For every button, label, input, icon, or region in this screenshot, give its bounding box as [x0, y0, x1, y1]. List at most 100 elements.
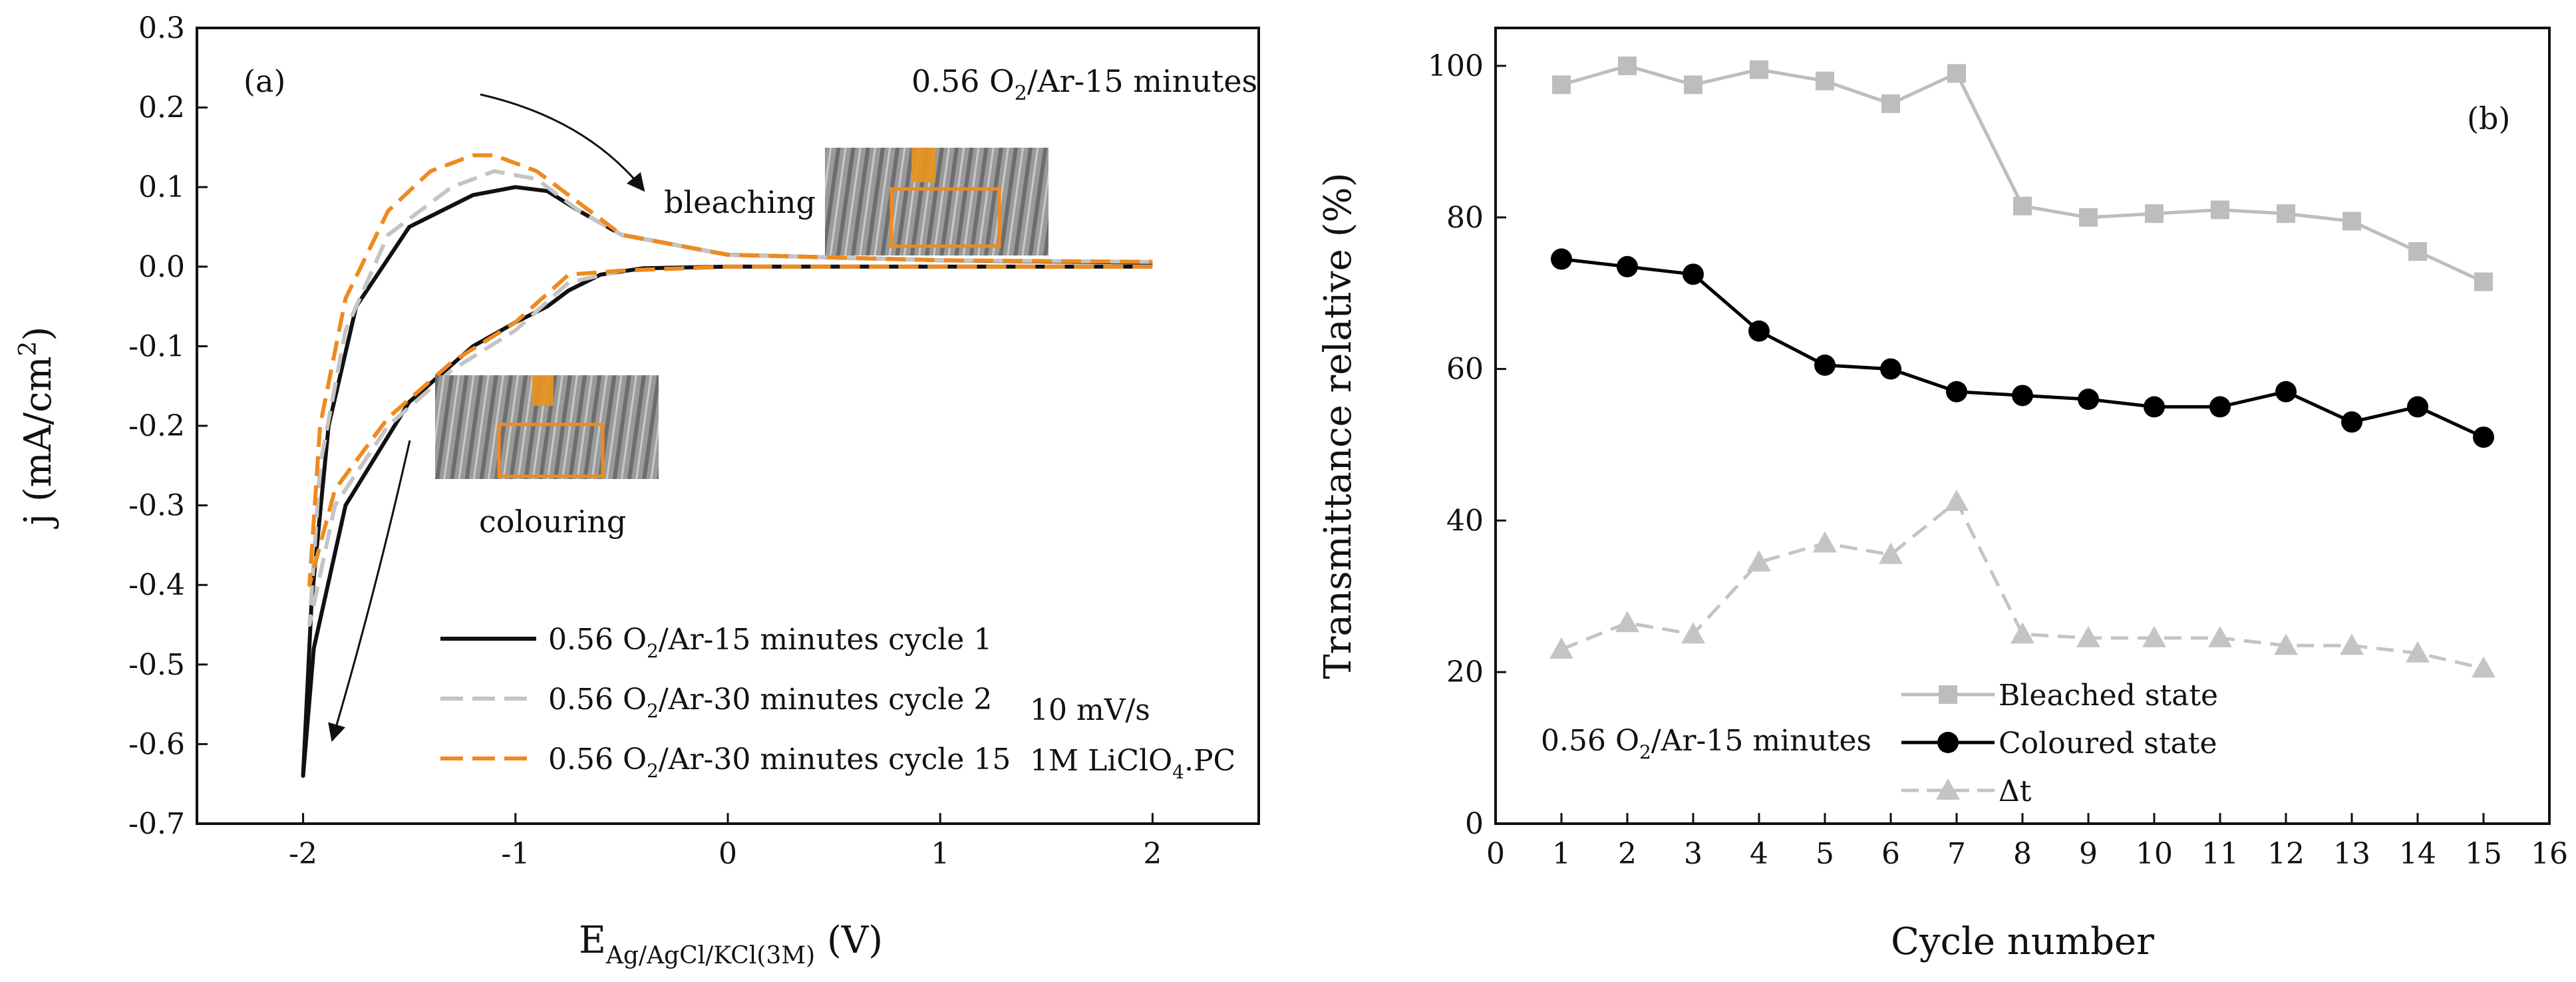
bleaching-direction-arrow	[480, 93, 645, 192]
bleaching-photo-inset	[825, 148, 1048, 255]
panel-b-triangle-point	[2340, 633, 2364, 655]
panel-a-condition-label: 0.56 O2/Ar-15 minutes	[911, 63, 1257, 105]
panel-a-chart: -2 -1 0 1 2 -0.7 -0.6 -0.5 -0.4 -0.3 -0.2 -0.1 0.0 0.…	[15, 11, 1260, 969]
panel-a-y-tick-label: -0.7	[128, 807, 185, 841]
panel-b-circle-point	[1683, 263, 1704, 285]
panel-b-square-point	[2342, 212, 2361, 231]
panel-b-triangle-point	[2406, 641, 2430, 663]
svg-text:Coloured state: Coloured state	[1999, 727, 2217, 760]
panel-a-y-tick-label: 0.1	[138, 170, 185, 204]
panel-b-square-point	[1816, 71, 1834, 90]
panel-a-y-tick-label: -0.2	[128, 409, 185, 443]
panel-b-x-tick-label: 9	[2079, 837, 2098, 871]
panel-b-triangle-point	[2142, 625, 2166, 647]
bleaching-label: bleaching	[664, 184, 816, 220]
panel-b-y-axis-label: Transmittance relative (%)	[1317, 172, 1360, 679]
panel-b-x-tick-label: 11	[2201, 837, 2239, 871]
legend-entry-bleached: Bleached state	[1901, 679, 2218, 713]
panel-b-x-tick-label: 1	[1552, 837, 1571, 871]
panel-b-circle-point	[2473, 426, 2494, 448]
panel-a-series-3-line	[307, 153, 1153, 587]
panel-b-x-tick-label: 12	[2267, 837, 2305, 871]
panel-b-circle-point	[1946, 381, 1967, 403]
panel-b-square-point	[1618, 56, 1637, 75]
panel-a-y-tick-label: -0.4	[128, 568, 185, 602]
svg-text:0.56 O2/Ar-15 minutes cycle 1: 0.56 O2/Ar-15 minutes cycle 1	[548, 623, 992, 662]
legend-entry-cycle-2: 0.56 O2/Ar-30 minutes cycle 2	[440, 683, 992, 722]
panel-b-plot-frame	[1494, 27, 2551, 825]
panel-b-x-tick-label: 7	[1947, 837, 1966, 871]
panel-b-circle-point	[2209, 396, 2231, 418]
panel-b-square-point	[2013, 196, 2032, 216]
panel-b-circle-point	[1814, 354, 1836, 376]
legend-entry-delta-t: Δt	[1901, 774, 2032, 808]
panel-a-x-tick-label: 0	[719, 837, 737, 871]
panel-a-tick-labels: -2 -1 0 1 2 -0.7 -0.6 -0.5 -0.4 -0.3 -0.2 -0.1 0.0 0.…	[128, 11, 1162, 871]
panel-b-x-tick-label: 10	[2136, 837, 2173, 871]
panel-b-condition-label: 0.56 O2/Ar-15 minutes	[1541, 724, 1871, 763]
panel-b-circle-point	[2341, 411, 2362, 433]
colouring-direction-arrow	[328, 440, 411, 742]
svg-text:Δt: Δt	[1999, 774, 2032, 808]
panel-b-triangle-point	[2076, 625, 2100, 647]
panel-a-plot-frame	[196, 27, 1260, 825]
panel-b-triangle-series-line	[1561, 499, 2484, 670]
panel-b-circle-point	[2144, 396, 2165, 418]
svg-text:0.56 O2/Ar-30 minutes cycle 2: 0.56 O2/Ar-30 minutes cycle 2	[548, 683, 992, 722]
panel-b-circle-series-line	[1561, 257, 2485, 439]
panel-b-circle-point	[1551, 248, 1572, 270]
panel-b-circle-point	[2275, 381, 2297, 403]
panel-a-x-axis-label: EAg/AgCl/KCl(3M) (V)	[579, 919, 883, 969]
panel-a-y-tick-label: 0.0	[138, 250, 185, 284]
panel-b-y-tick-label: 60	[1446, 353, 1484, 387]
panel-b-x-tick-label: 13	[2333, 837, 2370, 871]
panel-b-x-tick-label: 4	[1750, 837, 1768, 871]
panel-b-circle-point	[1617, 255, 1638, 277]
panel-b-triangle-point	[2472, 656, 2496, 678]
panel-b-y-tick-label: 0	[1465, 807, 1484, 841]
panel-a-x-tick-label: 1	[931, 837, 949, 871]
panel-b-circle-point	[1880, 358, 1901, 380]
panel-a-y-tick-label: -0.6	[128, 727, 185, 761]
panel-b-circle-point	[1748, 320, 1770, 342]
legend-entry-coloured: Coloured state	[1901, 727, 2217, 760]
panel-b-x-tick-label: 6	[1881, 837, 1900, 871]
panel-b-circle-point	[2407, 396, 2428, 418]
electrolyte-label: 1M LiClO4.PC	[1030, 744, 1235, 783]
panel-b-square-point	[2211, 200, 2229, 220]
panel-b-legend: Bleached state Coloured state Δt	[1901, 679, 2218, 808]
panel-b-square-point	[1552, 75, 1571, 94]
panel-b-square-point	[2474, 272, 2493, 291]
panel-b-x-tick-label: 0	[1486, 837, 1505, 871]
panel-b-square-series-line	[1561, 64, 2485, 283]
panel-a-y-tick-label: 0.3	[138, 11, 185, 45]
panel-a-y-tick-label: -0.3	[128, 489, 185, 523]
panel-a-y-tick-label: 0.2	[138, 91, 185, 125]
panel-b-square-point	[1881, 94, 1900, 113]
panel-b-circle-point	[2078, 389, 2099, 410]
panel-b-x-tick-label: 8	[2013, 837, 2032, 871]
panel-b-square-point	[2145, 204, 2164, 224]
panel-b-square-point	[1947, 64, 1966, 83]
panel-b-triangle-point	[2011, 622, 2034, 644]
panel-b-square-point	[1750, 60, 1768, 79]
panel-b-square-point	[2277, 204, 2295, 224]
panel-a-series	[301, 153, 1153, 778]
panel-a-x-tick-label: -2	[289, 837, 317, 871]
panel-b-x-tick-label: 3	[1684, 837, 1702, 871]
colouring-label: colouring	[479, 504, 626, 540]
panel-a-x-tick-label: 2	[1143, 837, 1162, 871]
panel-b-triangle-point	[1681, 622, 1705, 644]
panel-b-circle-point	[2012, 385, 2033, 407]
colouring-photo-inset	[435, 375, 659, 479]
legend-entry-cycle-15: 0.56 O2/Ar-30 minutes cycle 15	[440, 742, 1011, 782]
panel-a-y-tick-label: -0.1	[128, 329, 185, 363]
legend-entry-cycle-1: 0.56 O2/Ar-15 minutes cycle 1	[440, 623, 992, 662]
panel-a-label: (a)	[243, 63, 285, 99]
panel-b-triangle-point	[1747, 550, 1771, 572]
panel-b-label: (b)	[2467, 100, 2510, 136]
svg-text:Bleached state: Bleached state	[1999, 679, 2218, 713]
panel-b-square-point	[1684, 75, 1702, 94]
